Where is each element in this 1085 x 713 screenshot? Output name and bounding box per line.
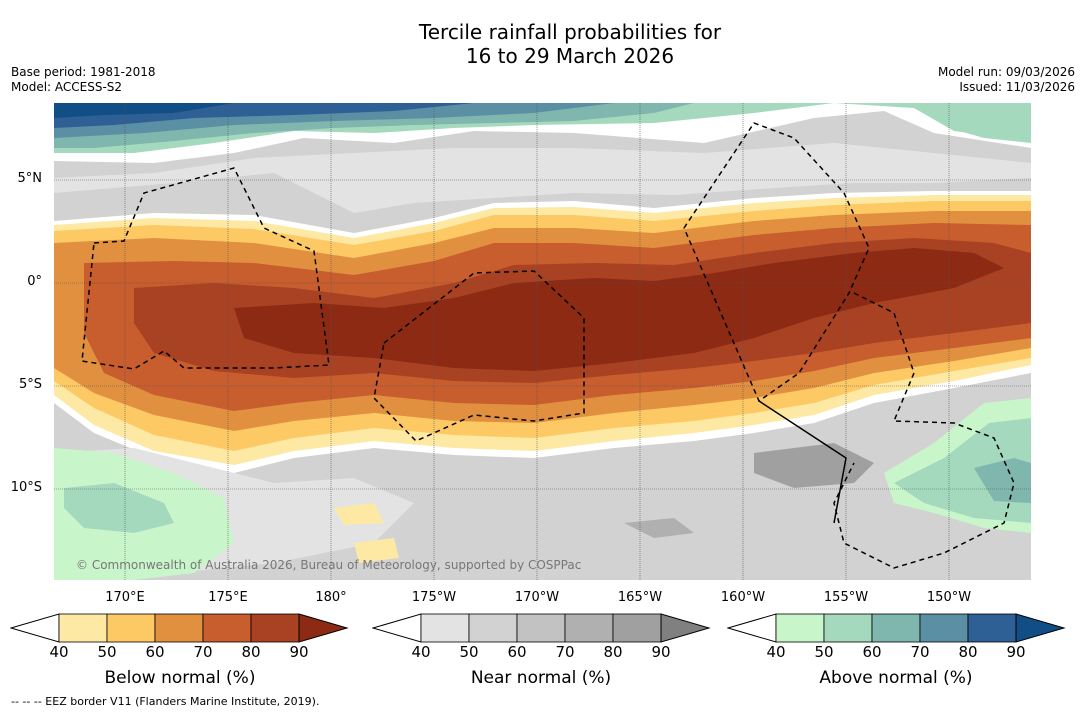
- below-tick-50: 50: [97, 643, 117, 661]
- copyright-text: © Commonwealth of Australia 2026, Bureau…: [76, 558, 582, 572]
- lat-label-5n: 5°N: [17, 171, 43, 186]
- title-line-2: 16 to 29 March 2026: [465, 44, 675, 68]
- lon-label-170w: 170°W: [514, 590, 560, 605]
- lon-label-150w: 150°W: [926, 590, 972, 605]
- colorbar-below-normal: [9, 613, 350, 647]
- map-gridlines: [54, 103, 1031, 580]
- above-tick-70: 70: [910, 643, 930, 661]
- above-tick-80: 80: [958, 643, 978, 661]
- below-tick-70: 70: [193, 643, 213, 661]
- meta-right: Model run: 09/03/2026 Issued: 11/03/2026: [938, 65, 1075, 95]
- eez-borders: [81, 122, 1015, 569]
- title-line-1: Tercile rainfall probabilities for: [418, 20, 722, 44]
- below-tick-40: 40: [49, 643, 69, 661]
- below-normal-label: Below normal (%): [104, 668, 256, 688]
- map-canvas: [54, 103, 1031, 580]
- probability-map: [54, 103, 1031, 580]
- lat-label-0: 0°: [27, 274, 42, 289]
- colorbar-near-swatches: [371, 613, 711, 643]
- lon-label-155w: 155°W: [823, 590, 869, 605]
- below-tick-90: 90: [289, 643, 309, 661]
- eez-footnote: -- -- -- EEZ border V11 (Flanders Marine…: [11, 695, 320, 708]
- lon-label-180: 180°: [315, 590, 347, 605]
- lat-label-5s: 5°S: [18, 377, 42, 392]
- lon-label-175w: 175°W: [411, 590, 457, 605]
- model-run: Model run: 09/03/2026: [937, 65, 1075, 79]
- near-tick-50: 50: [459, 643, 479, 661]
- above-tick-50: 50: [814, 643, 834, 661]
- colorbar-above-normal: [726, 613, 1067, 647]
- map-region: [54, 143, 1031, 213]
- lon-label-165w: 165°W: [617, 590, 663, 605]
- map-region: [64, 483, 174, 533]
- chart-title: Tercile rainfall probabilities for 16 to…: [0, 20, 1085, 68]
- meta-left: Base period: 1981-2018 Model: ACCESS-S2: [11, 65, 156, 95]
- model-name: Model: ACCESS-S2: [11, 80, 123, 94]
- map-region: [974, 458, 1031, 503]
- map-region: [54, 103, 234, 118]
- above-normal-label: Above normal (%): [819, 668, 973, 688]
- above-tick-60: 60: [862, 643, 882, 661]
- above-tick-40: 40: [766, 643, 786, 661]
- near-tick-60: 60: [507, 643, 527, 661]
- map-region: [624, 518, 694, 538]
- lon-label-175e: 175°E: [208, 590, 248, 605]
- eez-border-solid: [758, 400, 847, 524]
- near-tick-40: 40: [411, 643, 431, 661]
- lon-label-170e: 170°E: [105, 590, 145, 605]
- above-tick-90: 90: [1006, 643, 1026, 661]
- near-tick-90: 90: [651, 643, 671, 661]
- map-region: [234, 248, 1004, 371]
- base-period: Base period: 1981-2018: [11, 65, 156, 79]
- near-tick-70: 70: [555, 643, 575, 661]
- map-region: [334, 503, 384, 525]
- issued-date: Issued: 11/03/2026: [959, 80, 1075, 94]
- below-tick-60: 60: [145, 643, 165, 661]
- colorbar-above-swatches: [726, 613, 1066, 643]
- colorbar-near-normal: [371, 613, 712, 647]
- near-tick-80: 80: [603, 643, 623, 661]
- lat-label-10s: 10°S: [10, 480, 42, 495]
- map-region: [354, 538, 399, 563]
- colorbar-below-swatches: [9, 613, 349, 643]
- near-normal-label: Near normal (%): [470, 668, 612, 688]
- lon-label-160w: 160°W: [720, 590, 766, 605]
- below-tick-80: 80: [241, 643, 261, 661]
- map-region: [934, 103, 1031, 143]
- map-region: [754, 443, 874, 488]
